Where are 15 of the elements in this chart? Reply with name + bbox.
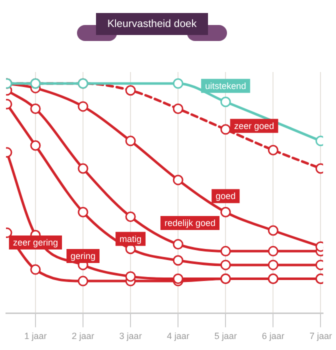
series-label: matig [120, 234, 142, 244]
series-label: zeer gering [12, 238, 58, 248]
x-tick-label: 6 jaar [262, 331, 284, 342]
x-tick-label: 2 jaar [72, 331, 94, 342]
x-tick-label: 5 jaar [214, 331, 237, 342]
series-label: gering [70, 250, 96, 261]
x-tick-label: 1 jaar [24, 331, 47, 342]
x-tick-label: 3 jaar [119, 331, 142, 342]
x-tick-label: 7 jaar [309, 331, 332, 342]
series-label: goed [216, 191, 236, 202]
series-label: uitstekend [205, 80, 246, 91]
series-label: redelijk goed [164, 218, 216, 228]
x-tick-label: 4 jaar [166, 331, 190, 342]
chart-title: Kleurvastheid doek [96, 13, 208, 35]
series-label: zeer goed [234, 120, 274, 131]
